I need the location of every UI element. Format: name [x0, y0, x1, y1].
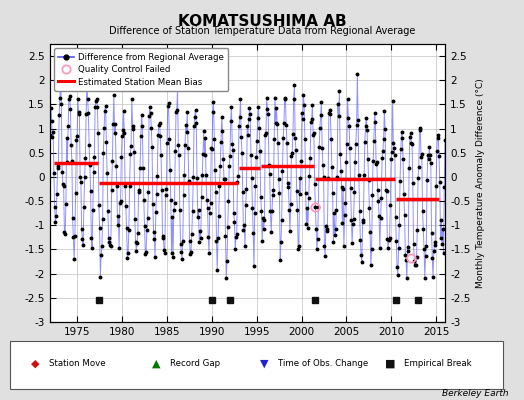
- Text: Difference of Station Temperature Data from Regional Average: Difference of Station Temperature Data f…: [109, 26, 415, 36]
- Text: Time of Obs. Change: Time of Obs. Change: [278, 360, 368, 368]
- Text: Berkeley Earth: Berkeley Earth: [442, 389, 508, 398]
- FancyBboxPatch shape: [10, 341, 503, 389]
- Legend: Difference from Regional Average, Quality Control Failed, Estimated Station Mean: Difference from Regional Average, Qualit…: [54, 48, 228, 91]
- Text: Empirical Break: Empirical Break: [403, 360, 471, 368]
- Text: ▼: ▼: [260, 359, 268, 369]
- Text: KOMATSUSHIMA AB: KOMATSUSHIMA AB: [178, 14, 346, 29]
- Text: Record Gap: Record Gap: [170, 360, 220, 368]
- Text: Station Move: Station Move: [49, 360, 105, 368]
- Y-axis label: Monthly Temperature Anomaly Difference (°C): Monthly Temperature Anomaly Difference (…: [476, 78, 485, 288]
- Text: ■: ■: [385, 359, 395, 369]
- Text: ▲: ▲: [151, 359, 160, 369]
- Text: ◆: ◆: [31, 359, 39, 369]
